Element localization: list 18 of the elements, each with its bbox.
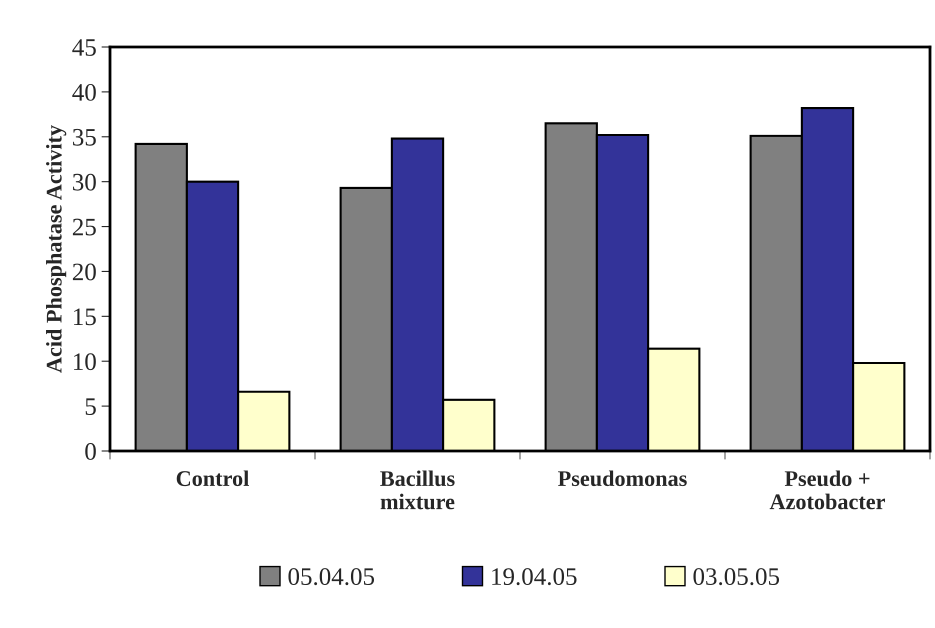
y-tick-label: 45 bbox=[72, 39, 96, 56]
y-tick-label: 15 bbox=[74, 308, 96, 326]
y-tick-label: 40 bbox=[72, 84, 96, 101]
y-tick-label: 25 bbox=[72, 218, 96, 236]
y-tick-label: 35 bbox=[73, 128, 96, 146]
x-tick-label: Bacillus mixture bbox=[380, 470, 455, 510]
legend-label: 05.04.05 bbox=[288, 568, 374, 586]
y-tick-label: 5 bbox=[86, 398, 96, 416]
legend-label: 19.04.05 bbox=[492, 568, 577, 586]
y-tick-label: 0 bbox=[85, 443, 96, 460]
x-tick-label: Control bbox=[176, 470, 249, 486]
x-tick-label: Pseudomonas bbox=[558, 470, 687, 486]
y-tick-label: 20 bbox=[72, 263, 96, 280]
legend-label: 03.05.05 bbox=[693, 568, 780, 586]
y-tick-label: 10 bbox=[74, 353, 96, 370]
y-axis-title: Acid Phosphatase Activity bbox=[46, 125, 66, 373]
x-tick-label: Pseudo + Azotobacter bbox=[770, 470, 886, 510]
y-tick-label: 30 bbox=[73, 174, 96, 191]
